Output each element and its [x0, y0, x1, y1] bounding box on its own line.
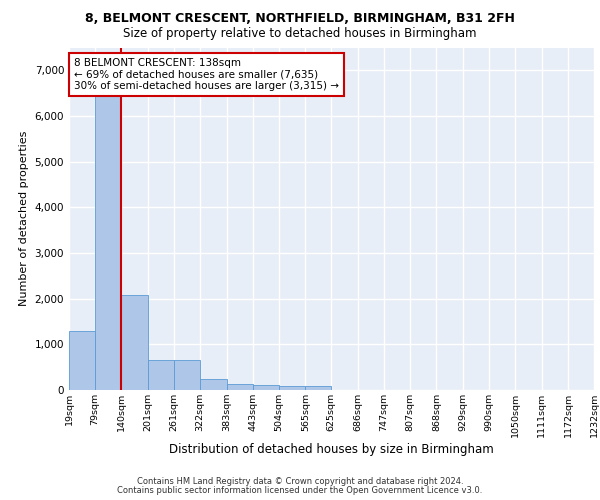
Bar: [148, 360, 174, 390]
Bar: [305, 386, 331, 390]
Bar: [253, 384, 279, 390]
Bar: [121, 295, 148, 390]
Bar: [95, 90, 121, 390]
Text: 8 BELMONT CRESCENT: 138sqm
← 69% of detached houses are smaller (7,635)
30% of s: 8 BELMONT CRESCENT: 138sqm ← 69% of deta…: [74, 58, 339, 91]
Text: Contains HM Land Registry data © Crown copyright and database right 2024.: Contains HM Land Registry data © Crown c…: [137, 477, 463, 486]
Bar: [174, 360, 200, 390]
Text: Contains public sector information licensed under the Open Government Licence v3: Contains public sector information licen…: [118, 486, 482, 495]
Bar: [69, 330, 95, 390]
X-axis label: Distribution of detached houses by size in Birmingham: Distribution of detached houses by size …: [169, 442, 494, 456]
Bar: [227, 384, 253, 390]
Bar: [200, 378, 227, 390]
Text: 8, BELMONT CRESCENT, NORTHFIELD, BIRMINGHAM, B31 2FH: 8, BELMONT CRESCENT, NORTHFIELD, BIRMING…: [85, 12, 515, 26]
Y-axis label: Number of detached properties: Number of detached properties: [19, 131, 29, 306]
Bar: [279, 386, 305, 390]
Text: Size of property relative to detached houses in Birmingham: Size of property relative to detached ho…: [123, 28, 477, 40]
